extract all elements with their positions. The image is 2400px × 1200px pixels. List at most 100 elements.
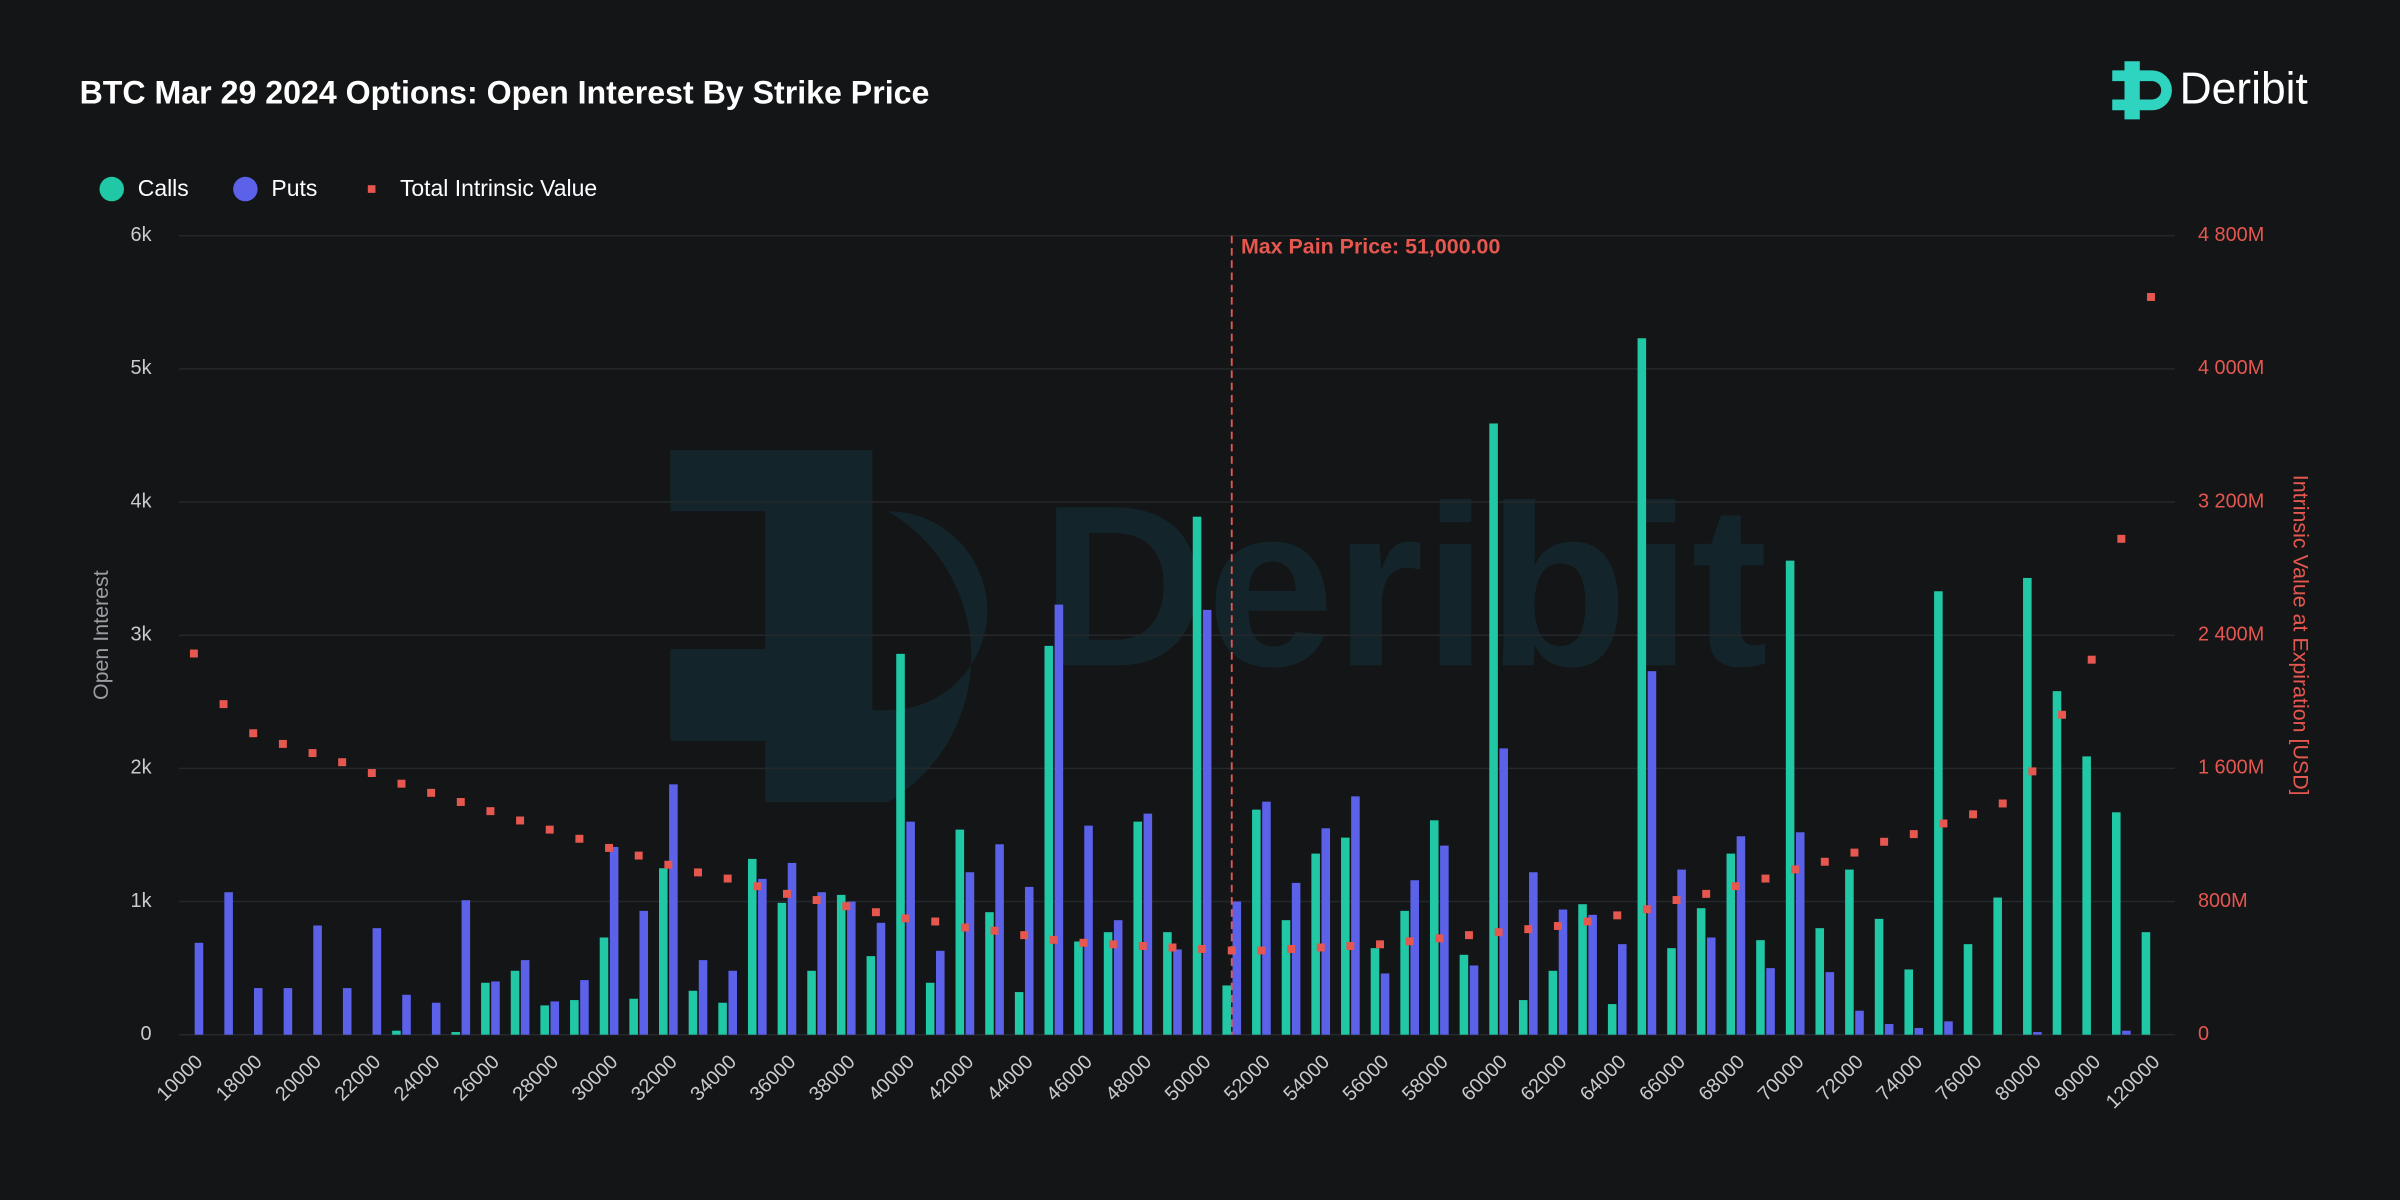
legend-label: Total Intrinsic Value <box>400 175 597 201</box>
intrinsic-marker <box>842 902 851 911</box>
watermark-icon <box>670 450 988 803</box>
bar <box>1370 948 1380 1035</box>
bar <box>1321 828 1331 1035</box>
bar <box>1351 796 1360 1035</box>
intrinsic-marker <box>1287 944 1296 953</box>
bar <box>1667 948 1676 1035</box>
bar <box>1874 918 1884 1035</box>
bar <box>639 910 649 1035</box>
y2-tick-label: 0 <box>2198 1023 2209 1045</box>
bar <box>1756 940 1765 1035</box>
intrinsic-marker <box>1435 934 1444 943</box>
bar <box>1410 880 1420 1035</box>
intrinsic-marker <box>753 882 762 891</box>
bar <box>1291 882 1301 1035</box>
bar <box>510 970 520 1035</box>
bar <box>283 988 293 1035</box>
intrinsic-marker <box>1524 925 1533 934</box>
intrinsic-marker <box>960 923 969 932</box>
bar <box>1440 845 1449 1035</box>
intrinsic-marker <box>634 851 643 860</box>
bar <box>313 925 322 1035</box>
bar <box>1785 560 1795 1035</box>
bar <box>2023 577 2032 1035</box>
watermark: Deribit <box>670 450 1768 803</box>
intrinsic-marker <box>1939 819 1948 828</box>
y2-tick-label: 4 800M <box>2198 224 2264 246</box>
bar <box>1944 1021 1953 1035</box>
bar <box>1084 825 1093 1035</box>
legend-swatch <box>367 185 376 193</box>
logo-text: Deribit <box>2180 65 2308 114</box>
intrinsic-marker <box>397 779 406 788</box>
bar <box>1607 1004 1617 1035</box>
bar <box>1014 992 1024 1035</box>
bar <box>935 950 945 1035</box>
intrinsic-marker <box>1257 946 1266 955</box>
bar <box>1618 944 1627 1035</box>
bar <box>1054 604 1064 1035</box>
bar <box>1489 423 1498 1035</box>
bar <box>669 784 678 1035</box>
bar <box>570 1000 579 1035</box>
bar <box>1795 832 1805 1035</box>
logo: Deribit <box>2112 61 2308 120</box>
intrinsic-marker <box>1642 905 1651 914</box>
intrinsic-marker <box>1613 911 1622 920</box>
bar <box>1548 970 1558 1035</box>
intrinsic-marker <box>575 834 584 843</box>
intrinsic-marker <box>990 926 999 935</box>
y-tick-label: 4k <box>131 490 152 512</box>
intrinsic-marker <box>901 914 910 923</box>
bar <box>896 653 905 1035</box>
bar <box>1736 836 1746 1035</box>
intrinsic-marker <box>1079 938 1088 947</box>
bar <box>1281 920 1291 1035</box>
intrinsic-marker <box>338 758 347 767</box>
intrinsic-marker <box>1969 810 1978 819</box>
bar <box>580 980 589 1035</box>
legend-label: Calls <box>138 175 189 201</box>
y-tick-label: 2k <box>131 757 152 779</box>
intrinsic-marker <box>1316 943 1325 952</box>
bar <box>520 960 530 1035</box>
intrinsic-marker <box>1850 848 1859 857</box>
intrinsic-marker <box>1583 917 1592 926</box>
legend-swatch <box>99 176 124 202</box>
bar <box>1499 748 1508 1035</box>
bar <box>1262 801 1271 1035</box>
bar <box>1400 910 1409 1035</box>
bar <box>1578 904 1587 1035</box>
intrinsic-marker <box>1049 935 1058 944</box>
intrinsic-marker <box>278 739 287 748</box>
bar <box>1222 985 1231 1035</box>
bar <box>659 868 668 1035</box>
bar <box>1963 944 1973 1035</box>
bar <box>2122 1030 2131 1035</box>
bar <box>372 928 382 1035</box>
bar <box>1677 869 1686 1035</box>
intrinsic-marker <box>1494 928 1503 937</box>
intrinsic-marker <box>1198 944 1207 953</box>
bar <box>1993 897 2002 1035</box>
bar <box>1173 949 1182 1035</box>
y2-tick-label: 4 000M <box>2198 357 2264 379</box>
intrinsic-marker <box>456 798 465 806</box>
intrinsic-marker <box>2087 655 2096 664</box>
bar <box>1904 969 1914 1035</box>
bar <box>688 990 698 1035</box>
legend-swatch <box>233 176 258 202</box>
intrinsic-marker <box>1702 889 1711 898</box>
intrinsic-marker <box>812 896 821 905</box>
intrinsic-marker <box>486 807 495 816</box>
bar <box>540 1005 549 1035</box>
y2-tick-label: 800M <box>2198 890 2248 912</box>
bar <box>1884 1024 1894 1035</box>
bar <box>392 1030 401 1035</box>
intrinsic-marker <box>664 860 673 869</box>
bar <box>1726 853 1736 1035</box>
bar <box>402 994 411 1035</box>
intrinsic-marker <box>1880 837 1889 846</box>
bar <box>1341 837 1350 1035</box>
